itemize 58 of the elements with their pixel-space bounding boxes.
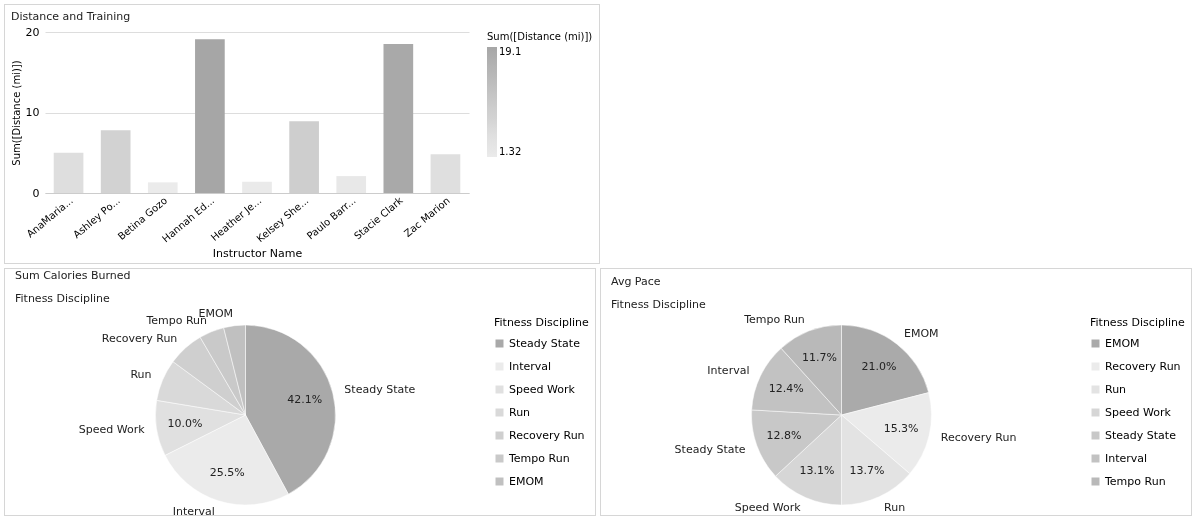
color-bar-label: 1.32 [499,146,522,157]
color-bar-title: Sum([Distance (mi)]) [487,31,593,42]
legend-label: Tempo Run [1104,474,1166,488]
slice-label: Steady State [674,442,746,456]
bar [336,176,367,193]
data-label: 12.8% [766,428,802,442]
legend-label: Tempo Run [508,451,570,465]
legend-label: Interval [1105,451,1148,465]
data-label: 13.7% [849,463,885,477]
legend-label: Run [1105,382,1127,396]
bar [242,181,272,193]
legend-label: Speed Work [1105,405,1172,419]
slice-label: EMOM [904,327,939,341]
data-label: 11.7% [802,350,837,364]
bar [147,182,178,193]
legend-label: EMOM [509,474,544,488]
y-tick-label: 20 [25,25,40,39]
slice-label: Speed Work [78,423,146,437]
color-bar-label: 19.1 [499,46,522,57]
slice-label: Run [884,500,906,514]
slice-label: Tempo Run [743,312,805,326]
legend-label: Run [509,405,531,419]
chart-title: Sum Calories Burned [15,268,131,282]
slice-label: Run [130,368,152,382]
bar [430,154,461,193]
legend-label: EMOM [1105,336,1140,350]
slice-label: Recovery Run [940,431,1017,445]
chart-title: Avg Pace [611,274,661,288]
slice-label: Steady State [344,382,416,396]
data-label: 25.5% [209,466,245,480]
slice-label: Speed Work [734,501,802,515]
data-label: 42.1% [287,392,323,406]
legend-label: Interval [509,359,552,373]
legend-title: Fitness Discipline [1090,316,1186,329]
slice-label: Interval [707,363,750,377]
slice-label: Recovery Run [101,332,178,346]
data-label: 21.0% [861,359,897,373]
slice-label: Interval [172,505,215,517]
legend-label: Speed Work [509,382,576,396]
legend-label: Recovery Run [1105,359,1181,373]
legend-label: Steady State [1105,428,1177,442]
bar [383,44,414,193]
bar [53,152,84,193]
bar [195,39,225,193]
chart-title: Distance and Training [11,10,131,23]
data-label: 12.4% [768,381,804,395]
x-axis-title: Instructor Name [212,247,303,261]
data-label: 15.3% [883,421,919,435]
y-tick-label: 10 [25,106,40,119]
legend-label: Recovery Run [509,428,585,442]
chart-subtitle: Fitness Discipline [611,297,707,311]
data-label: 13.1% [799,464,835,478]
y-tick-label: 0 [32,186,40,200]
y-axis-title: Sum([Distance (mi)]) [10,60,22,166]
chart-subtitle: Fitness Discipline [15,291,111,305]
legend-label: Steady State [509,336,581,350]
data-label: 10.0% [167,417,203,431]
legend-title: Fitness Discipline [494,316,590,329]
